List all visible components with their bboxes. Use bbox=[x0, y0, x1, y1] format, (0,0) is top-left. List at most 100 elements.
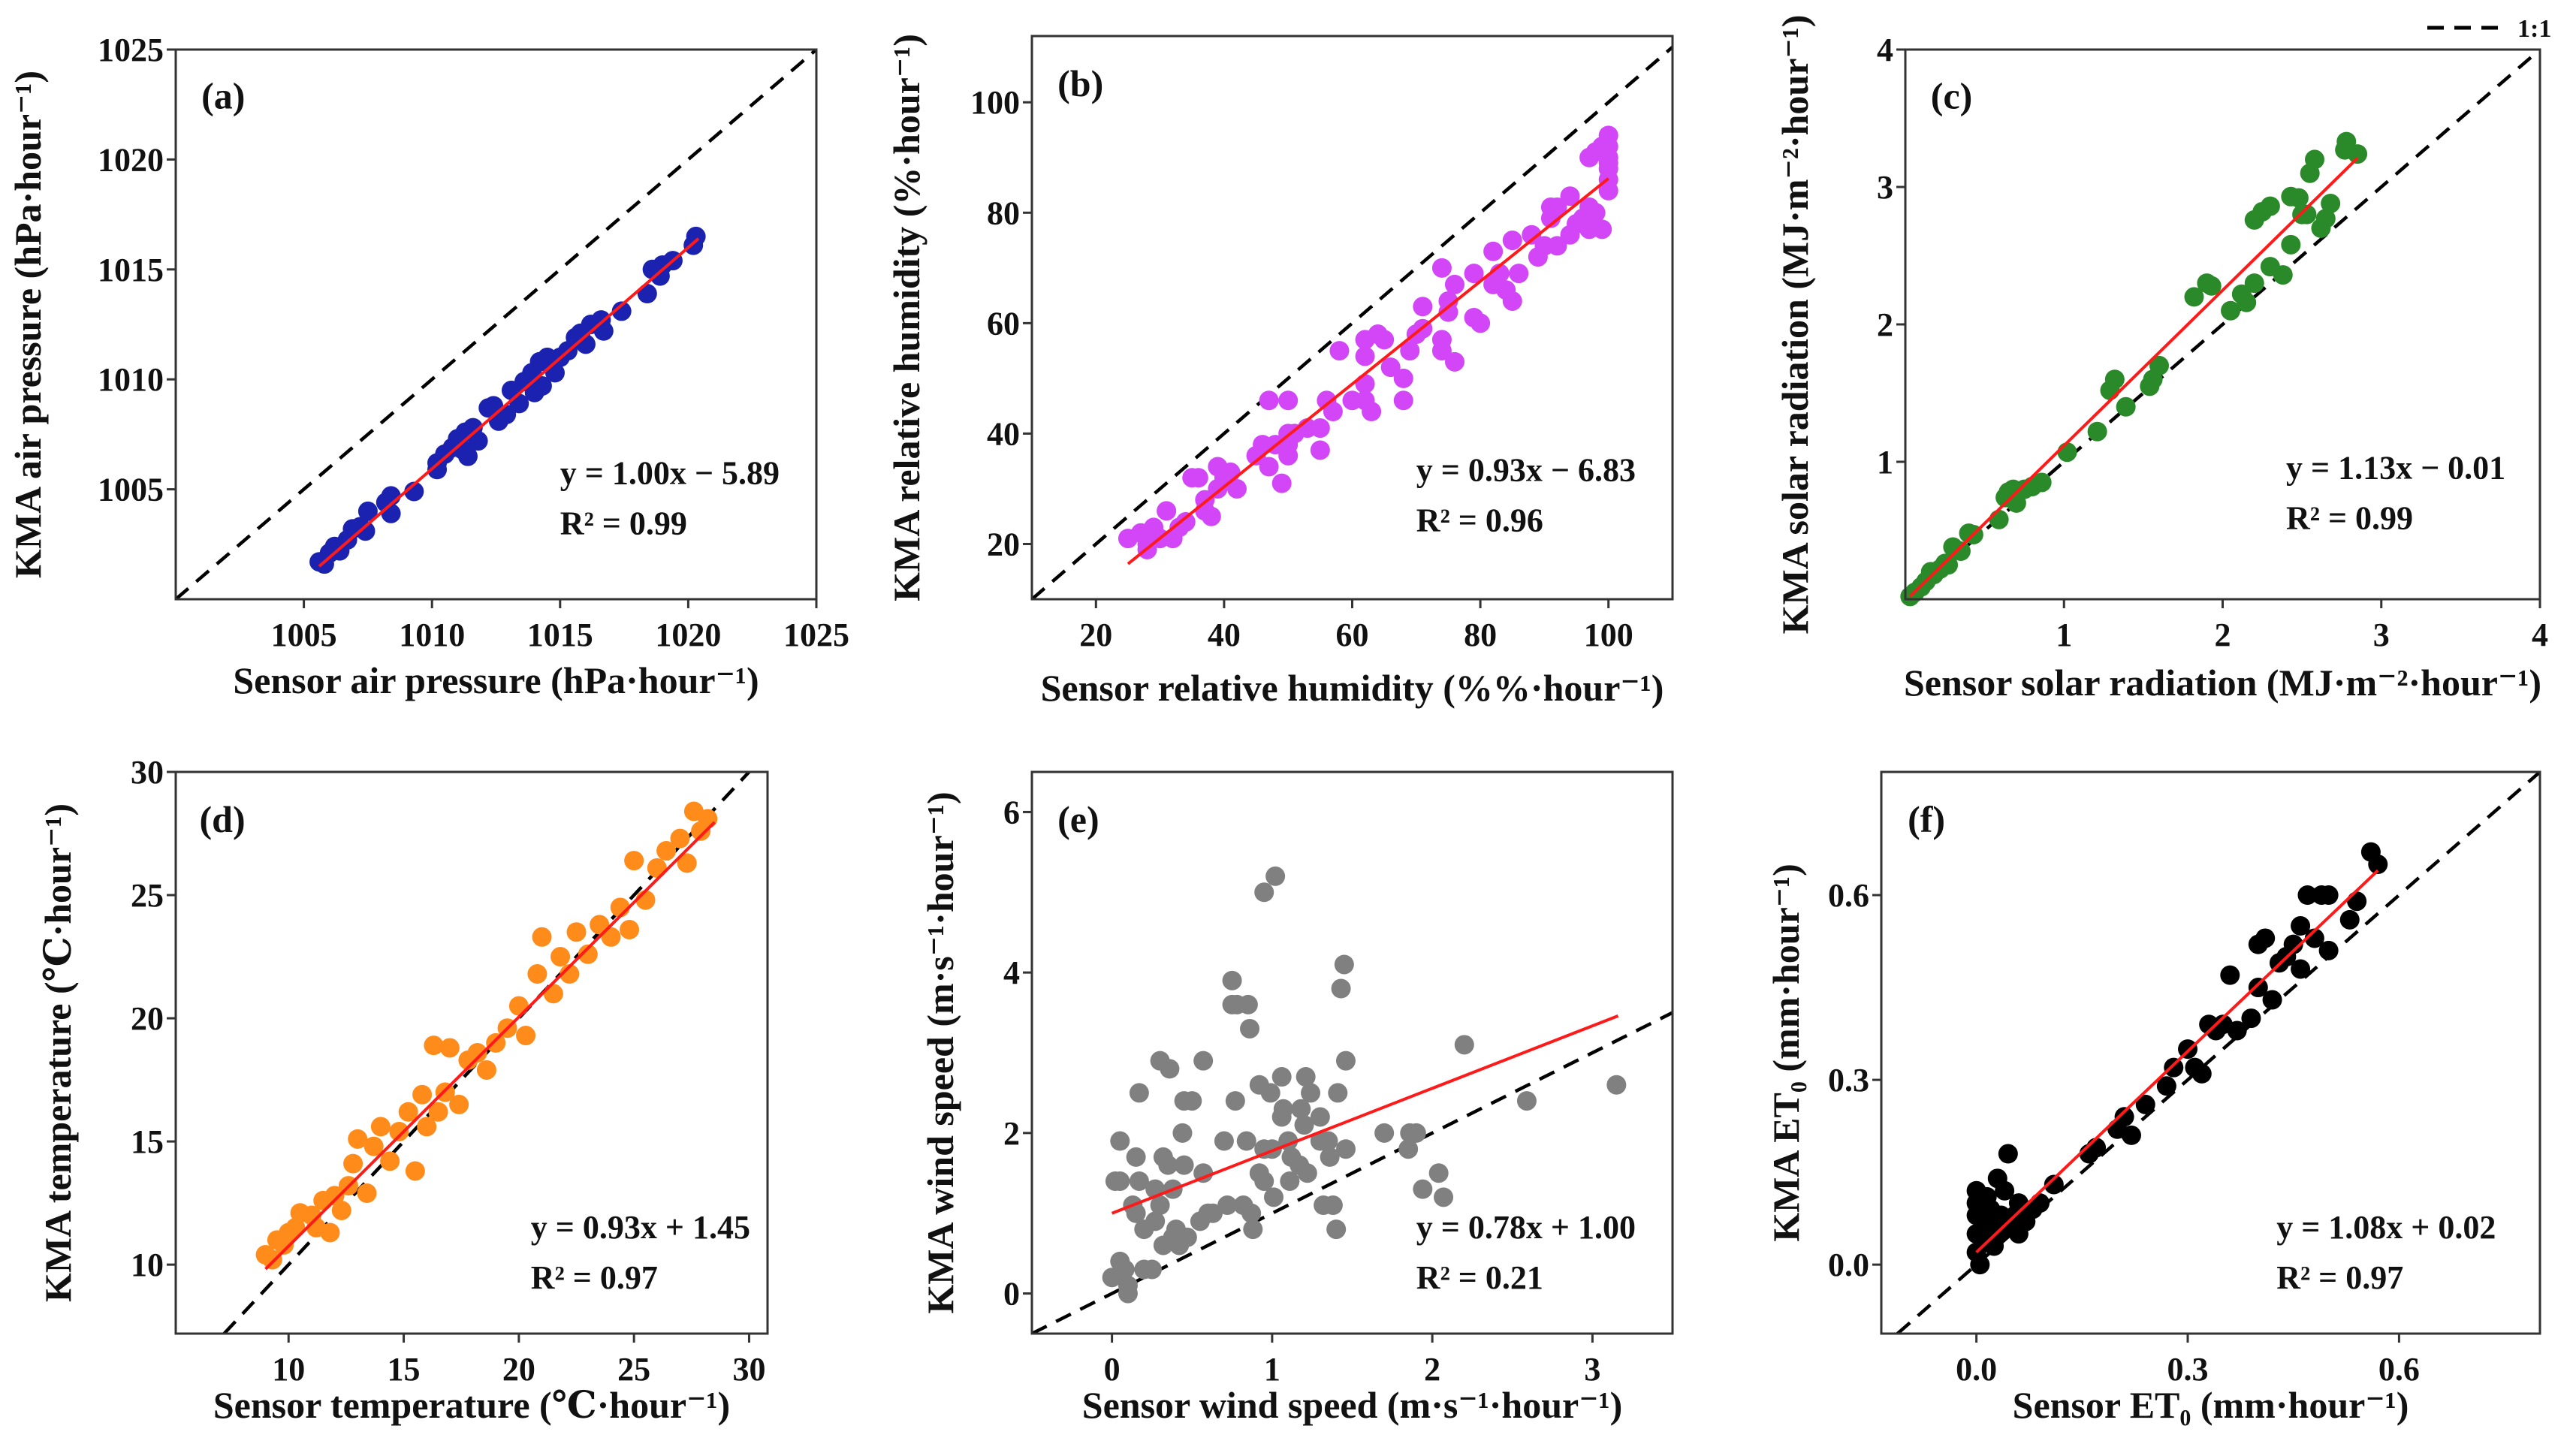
one-to-one-line bbox=[1032, 46, 1673, 599]
y-tick-label: 3 bbox=[1877, 169, 1893, 206]
data-point bbox=[620, 919, 640, 939]
y-tick-label: 15 bbox=[131, 1123, 164, 1160]
data-point bbox=[348, 1129, 368, 1149]
x-tick-label: 0.0 bbox=[1956, 1351, 1997, 1388]
data-point bbox=[1157, 501, 1177, 521]
data-point bbox=[1431, 341, 1452, 361]
legend-one-to-one: 1:1 bbox=[2427, 15, 2551, 43]
y-tick-label: 2 bbox=[1877, 306, 1893, 343]
data-point bbox=[508, 996, 529, 1016]
data-point bbox=[1413, 1179, 1433, 1199]
data-point bbox=[1438, 302, 1458, 322]
data-point bbox=[2221, 300, 2241, 321]
data-point bbox=[1444, 351, 1464, 372]
data-point bbox=[1126, 1147, 1146, 1167]
data-point bbox=[2032, 472, 2052, 493]
data-point bbox=[1241, 1203, 1262, 1223]
data-point bbox=[1177, 1227, 1197, 1247]
x-tick-label: 100 bbox=[1584, 616, 1633, 653]
data-point bbox=[2262, 990, 2282, 1010]
r-squared: R² = 0.97 bbox=[2276, 1259, 2403, 1296]
y-axis-label: KMA wind speed (m·s⁻¹·hour⁻¹) bbox=[919, 791, 961, 1313]
x-tick-label: 80 bbox=[1464, 616, 1497, 653]
data-point bbox=[1238, 994, 1258, 1014]
data-point bbox=[1310, 440, 1330, 460]
data-point bbox=[1362, 402, 1382, 421]
data-point bbox=[2149, 355, 2169, 375]
data-point bbox=[698, 809, 718, 829]
data-point bbox=[1193, 1051, 1214, 1071]
panel-e: 0 1 2 3 0 2 4 6 Sensor wind speed (m·s⁻¹·hour⁻¹)… bbox=[919, 770, 1674, 1426]
data-point bbox=[1278, 445, 1299, 466]
data-point bbox=[1297, 1163, 1317, 1183]
data-point bbox=[1950, 541, 1971, 561]
data-point bbox=[2368, 855, 2388, 875]
data-point bbox=[550, 947, 571, 967]
data-point bbox=[2255, 928, 2276, 948]
r-squared: R² = 0.97 bbox=[531, 1259, 658, 1296]
data-point bbox=[1259, 457, 1279, 477]
data-point bbox=[1296, 1067, 1316, 1087]
data-point bbox=[1374, 330, 1395, 350]
data-point bbox=[1150, 1195, 1170, 1216]
data-point bbox=[1398, 1139, 1419, 1159]
data-point bbox=[1158, 1155, 1178, 1175]
x-axis-label: Sensor temperature (℃·hour⁻¹) bbox=[213, 1384, 730, 1426]
data-point bbox=[2201, 276, 2222, 296]
panel-c: 1 2 3 4 1 2 3 4 Sensor solar radiation (MJ·m⁻²·h… bbox=[1774, 15, 2548, 704]
data-point bbox=[1129, 1083, 1149, 1103]
panel-label: (b) bbox=[1057, 62, 1103, 104]
data-point bbox=[2339, 909, 2360, 930]
data-point bbox=[1938, 555, 1959, 575]
data-point bbox=[2297, 885, 2318, 906]
x-tick-label: 40 bbox=[1208, 616, 1241, 653]
regression-equation: y = 0.93x − 6.83 bbox=[1416, 452, 1636, 489]
data-point bbox=[486, 1032, 506, 1053]
data-point bbox=[1301, 1083, 1321, 1103]
data-point bbox=[1393, 390, 1413, 411]
data-point bbox=[1995, 1180, 2015, 1201]
data-point bbox=[2237, 292, 2257, 312]
regression-line bbox=[318, 237, 700, 568]
data-point bbox=[1522, 225, 1542, 245]
y-tick-label: 30 bbox=[131, 754, 164, 791]
y-tick-label: 25 bbox=[131, 877, 164, 914]
data-point bbox=[590, 915, 610, 935]
data-point bbox=[1328, 1083, 1348, 1103]
data-point bbox=[2087, 421, 2107, 442]
data-point bbox=[1454, 1035, 1474, 1055]
y-tick-label: 1 bbox=[1877, 444, 1893, 481]
data-point bbox=[331, 1200, 351, 1220]
data-point bbox=[1243, 1219, 1263, 1240]
x-tick-label: 15 bbox=[388, 1351, 421, 1388]
data-point bbox=[1547, 236, 1567, 256]
y-tick-label: 100 bbox=[970, 84, 1020, 121]
data-point bbox=[439, 1038, 460, 1058]
data-point bbox=[1331, 978, 1351, 999]
panel-label: (a) bbox=[201, 75, 245, 117]
data-point bbox=[2315, 209, 2336, 229]
data-point bbox=[593, 321, 614, 341]
data-point bbox=[532, 927, 552, 947]
data-point bbox=[1278, 390, 1299, 411]
data-point bbox=[2318, 940, 2339, 960]
data-point bbox=[1989, 509, 2009, 529]
x-tick-label: 0.3 bbox=[2167, 1351, 2209, 1388]
data-point bbox=[1470, 313, 1491, 333]
data-point bbox=[427, 460, 448, 480]
data-point bbox=[1115, 1259, 1135, 1280]
data-point bbox=[449, 1094, 469, 1114]
data-point bbox=[2283, 934, 2303, 954]
data-point bbox=[1516, 1091, 1537, 1111]
data-point bbox=[2220, 965, 2240, 985]
y-tick-label: 2 bbox=[1003, 1115, 1020, 1152]
x-axis-label: Sensor ET₀ (mm·hour⁻¹) bbox=[2013, 1384, 2409, 1426]
data-point bbox=[1118, 1275, 1138, 1295]
data-point bbox=[1291, 1099, 1311, 1119]
data-point bbox=[1310, 1107, 1330, 1127]
data-point bbox=[2248, 978, 2268, 998]
data-point bbox=[1182, 1091, 1202, 1111]
x-tick-label: 3 bbox=[1584, 1351, 1600, 1388]
y-axis-label: KMA air pressure (hPa·hour⁻¹) bbox=[7, 71, 49, 578]
